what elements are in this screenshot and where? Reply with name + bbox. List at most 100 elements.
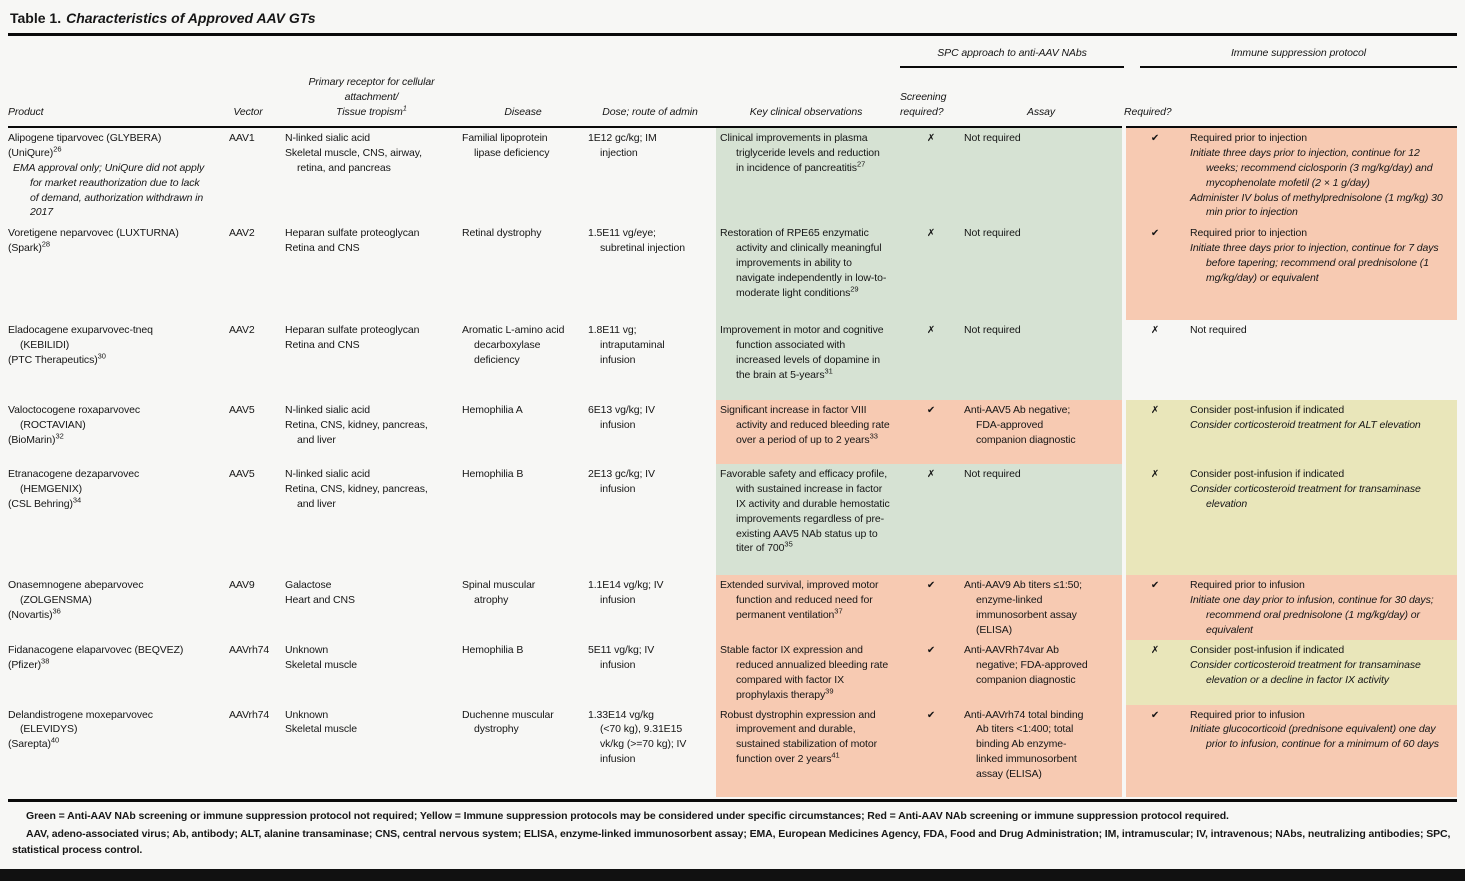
dose-cell: 1.33E14 vg/kg (<70 kg), 9.31E15 vk/kg (>… (588, 708, 687, 766)
key-observations-reference: 29 (850, 284, 859, 294)
product-reference: 26 (53, 144, 62, 154)
product-company: (Sarepta)40 (8, 735, 60, 751)
product-note: EMA approval only; UniQure did not apply… (13, 161, 205, 219)
screening-required-cell: ✔ (900, 574, 962, 640)
group-header-row: SPC approach to anti-AAV NAbs Immune sup… (8, 36, 1457, 68)
product-reference: 34 (72, 495, 82, 505)
key-observations-cell: Improvement in motor and cognitive funct… (716, 319, 900, 400)
key-observations-reference: 37 (834, 606, 843, 616)
spc-group-header-cell: SPC approach to anti-AAV NAbs (900, 36, 1124, 68)
key-observations-cell: Favorable safety and efficacy profile, w… (716, 463, 900, 575)
immune-protocol-cell: Not required (1184, 320, 1457, 400)
receptor-cell: N-linked sialic acid Retina, CNS, kidney… (285, 400, 462, 464)
tropism-text: Retina and CNS (285, 241, 360, 254)
disease-cell: Spinal muscular atrophy (462, 578, 536, 606)
immune-protocol-detail: Consider corticosteroid treatment for tr… (1190, 482, 1421, 510)
product-company: (CSL Behring)34 (8, 495, 82, 510)
key-observations-text: Significant increase in factor VIII acti… (720, 403, 890, 446)
screening-mark: ✗ (926, 132, 936, 144)
column-header-row: Product Vector Primary receptor for cell… (8, 67, 1457, 128)
key-observations-cell: Restoration of RPE65 enzymatic activity … (716, 222, 900, 320)
key-observations-text: Restoration of RPE65 enzymatic activity … (720, 226, 887, 299)
tropism-text: Retina, CNS, kidney, pancreas, and liver (285, 482, 428, 510)
product-company: (Pfizer)38 (8, 656, 50, 671)
table-body: Alipogene tiparvovec (GLYBERA) (UniQure)… (8, 126, 1457, 797)
immune-protocol-main: Required prior to injection (1190, 131, 1307, 144)
disease-cell: Hemophilia B (462, 643, 524, 656)
product-name: Valoctocogene roxaparvovec (ROCTAVIAN) (8, 403, 141, 431)
immune-group-header-cell: Immune suppression protocol (1124, 36, 1457, 68)
dose-cell: 1.5E11 vg/eye; subretinal injection (588, 226, 685, 254)
immune-protocol-detail: Initiate three days prior to injection, … (1190, 241, 1439, 284)
key-observations-text: Robust dystrophin expression and improve… (720, 708, 877, 766)
disease-cell: Hemophilia A (462, 403, 523, 416)
product-name: Voretigene neparvovec (LUXTURNA) (8, 226, 179, 239)
immune-group-header: Immune suppression protocol (1140, 46, 1457, 68)
abbreviations-note: AAV, adeno-associated virus; Ab, antibod… (12, 828, 1451, 857)
col-header-assay: Assay (962, 67, 1124, 128)
spc-group-header: SPC approach to anti-AAV NAbs (900, 46, 1124, 68)
immune-required-mark: ✔ (1150, 132, 1160, 144)
screening-mark: ✔ (926, 644, 936, 656)
col-header-key-observations: Key clinical observations (716, 67, 900, 128)
product-name: Alipogene tiparvovec (GLYBERA) (8, 131, 162, 144)
screening-required-cell: ✗ (900, 463, 962, 575)
key-observations-text: Stable factor IX expression and reduced … (720, 643, 889, 701)
receptor-text: Unknown (285, 708, 329, 721)
disease-cell: Aromatic L-amino acid decarboxylase defi… (462, 323, 565, 366)
immune-protocol-main: Required prior to infusion (1190, 708, 1305, 721)
product-cell: Etranacogene dezaparvovec (HEMGENIX) (CS… (8, 464, 215, 575)
key-observations-cell: Stable factor IX expression and reduced … (716, 639, 900, 705)
key-observations-reference: 27 (856, 159, 866, 169)
product-cell: Valoctocogene roxaparvovec (ROCTAVIAN) (… (8, 400, 215, 464)
dose-cell: 2E13 gc/kg; IV infusion (588, 467, 655, 495)
receptor-text: Galactose (285, 578, 332, 591)
dose-cell: 6E13 vg/kg; IV infusion (588, 403, 655, 431)
product-company: (Novartis)36 (8, 606, 61, 621)
vector-cell: AAV5 (229, 467, 255, 480)
receptor-cell: Heparan sulfate proteoglycan Retina and … (285, 223, 462, 320)
immune-protocol-detail: Initiate glucocorticoid (prednisone equi… (1190, 723, 1439, 751)
aav-characteristics-table: SPC approach to anti-AAV NAbs Immune sup… (8, 36, 1457, 797)
immune-protocol-main: Consider post-infusion if indicated (1190, 467, 1345, 480)
table-row: Fidanacogene elaparvovec (BEQVEZ) (Pfize… (8, 639, 1457, 705)
dose-cell: 5E11 vg/kg; IV infusion (588, 643, 655, 671)
product-reference: 38 (41, 656, 50, 666)
tropism-text: Skeletal muscle, CNS, airway, retina, an… (285, 146, 422, 174)
product-cell: Eladocagene exuparvovec-tneq (KEBILIDI) … (8, 320, 215, 400)
receptor-text: Unknown (285, 643, 329, 656)
tropism-text: Retina, CNS, kidney, pancreas, and liver (285, 418, 428, 446)
immune-required-cell: ✔ (1122, 222, 1184, 320)
product-cell: Alipogene tiparvovec (GLYBERA) (UniQure)… (8, 127, 215, 223)
immune-required-cell: ✔ (1122, 574, 1184, 640)
product-name: Delandistrogene moxeparvovec (ELEVIDYS) (8, 708, 153, 736)
product-reference: 36 (52, 606, 61, 616)
table-bottom-rule (8, 798, 1457, 802)
immune-protocol-cell: Required prior to injection Initiate thr… (1184, 222, 1457, 320)
immune-protocol-main: Required prior to injection (1190, 226, 1307, 239)
receptor-cell: Unknown Skeletal muscle (285, 705, 462, 797)
color-legend: Green = Anti-AAV NAb screening or immune… (26, 809, 1229, 822)
table-footnotes: Green = Anti-AAV NAb screening or immune… (8, 802, 1457, 859)
table-title: Table 1. Characteristics of Approved AAV … (8, 7, 1457, 33)
disease-cell: Retinal dystrophy (462, 226, 542, 239)
tropism-text: Heart and CNS (285, 593, 355, 606)
col-header-immune-required: Required? (1124, 67, 1457, 128)
product-cell: Voretigene neparvovec (LUXTURNA) (Spark)… (8, 223, 215, 320)
product-name: Fidanacogene elaparvovec (BEQVEZ) (8, 643, 184, 656)
product-company: (PTC Therapeutics)30 (8, 351, 106, 366)
vector-cell: AAV2 (229, 226, 255, 239)
table-row: Etranacogene dezaparvovec (HEMGENIX) (CS… (8, 463, 1457, 575)
immune-protocol-detail: Initiate one day prior to infusion, cont… (1190, 593, 1434, 636)
key-observations-reference: 41 (831, 750, 840, 760)
table-row: Voretigene neparvovec (LUXTURNA) (Spark)… (8, 222, 1457, 320)
receptor-cell: Galactose Heart and CNS (285, 575, 462, 640)
key-observations-text: Improvement in motor and cognitive funct… (720, 323, 884, 381)
screening-mark: ✔ (926, 404, 936, 416)
product-name: Onasemnogene abeparvovec (ZOLGENSMA) (8, 578, 144, 606)
immune-required-cell: ✗ (1122, 319, 1184, 400)
receptor-text: Heparan sulfate proteoglycan (285, 323, 420, 336)
key-observations-text: Extended survival, improved motor functi… (720, 578, 879, 621)
table-header: SPC approach to anti-AAV NAbs Immune sup… (8, 36, 1457, 128)
